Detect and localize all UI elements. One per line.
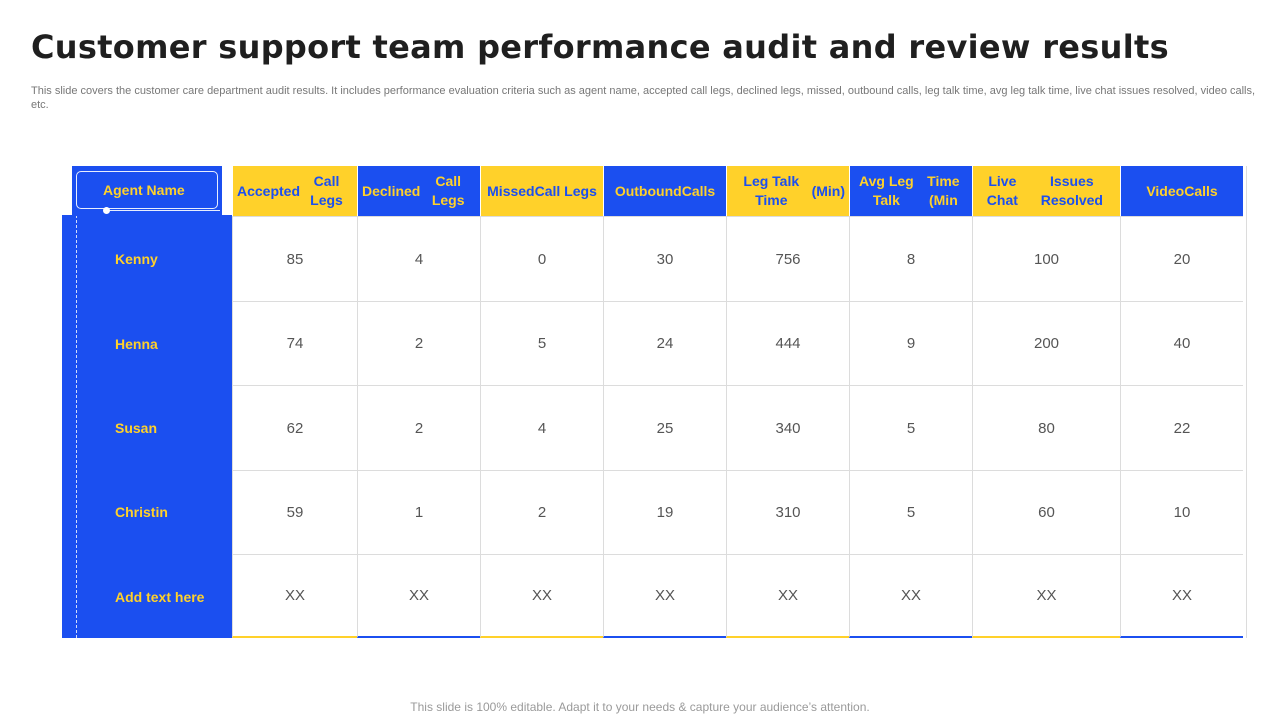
header-connector-dot — [103, 207, 110, 214]
table-cell: 85 — [232, 216, 357, 301]
column-header-line: Outbound — [614, 182, 682, 199]
column-header-line: Time (Min — [927, 173, 960, 208]
table-cell: 20 — [1120, 216, 1243, 301]
table-cell: 1 — [357, 470, 480, 554]
agent-name-header: Agent Name — [76, 171, 218, 209]
table-cell: 9 — [849, 301, 972, 385]
footer-note: This slide is 100% editable. Adapt it to… — [410, 700, 870, 714]
column-header-line: Calls — [681, 182, 716, 199]
table-cell: XX — [726, 554, 849, 638]
table-cell: XX — [849, 554, 972, 638]
agent-name: Susan — [115, 420, 158, 436]
agent-name: Christin — [115, 504, 168, 520]
column-header-line: Video — [1146, 182, 1185, 199]
column-header: Declined Call Legs — [357, 166, 480, 216]
table-cell: 4 — [357, 216, 480, 301]
agent-name: Kenny — [115, 251, 158, 267]
table-cell: XX — [480, 554, 603, 638]
table-cell: 22 — [1120, 385, 1243, 470]
column-header: Missed Call Legs — [480, 166, 603, 216]
column-header: Outbound Calls — [603, 166, 726, 216]
agent-name-header-box — [72, 166, 222, 216]
column-header-line: Avg Leg Talk — [859, 173, 914, 208]
table-cell: XX — [357, 554, 480, 638]
table-cell: XX — [232, 554, 357, 638]
agent-name: Add text here — [115, 589, 205, 605]
table-cell: 30 — [603, 216, 726, 301]
column-header-line: Leg Talk Time — [743, 173, 800, 208]
table-cell: 40 — [1120, 301, 1243, 385]
table-cell: 10 — [1120, 470, 1243, 554]
column-header: Video Calls — [1120, 166, 1243, 216]
table-cell: 8 — [849, 216, 972, 301]
table-cell: 340 — [726, 385, 849, 470]
table-cell: 2 — [357, 385, 480, 470]
table-cell: 5 — [849, 470, 972, 554]
table-cell: XX — [1120, 554, 1243, 638]
slide-description: This slide covers the customer care depa… — [31, 85, 1256, 111]
table-cell: 2 — [357, 301, 480, 385]
column-header: Leg Talk Time (Min) — [726, 166, 849, 216]
table-cell: 80 — [972, 385, 1120, 470]
column-header-line: Call Legs — [431, 173, 465, 208]
performance-table: Accepted Call Legs Declined Call Legs Missed… — [232, 166, 1247, 638]
column-header-line: Calls — [1184, 182, 1218, 199]
column-header-line: Declined — [362, 182, 421, 199]
column-header: Live Chat Issues Resolved — [972, 166, 1120, 216]
column-header: Avg Leg Talk Time (Min — [849, 166, 972, 216]
table-cell: 4 — [480, 385, 603, 470]
slide-title: Customer support team performance audit … — [31, 28, 1169, 66]
column-header-line: Issues Resolved — [1040, 173, 1103, 208]
column-header-line: Call Legs — [310, 173, 343, 208]
table-cell: 310 — [726, 470, 849, 554]
table-cell: 5 — [849, 385, 972, 470]
column-header-line: Missed — [487, 182, 535, 199]
column-header: Accepted Call Legs — [232, 166, 357, 216]
table-cell: 200 — [972, 301, 1120, 385]
table-cell: XX — [603, 554, 726, 638]
header-connector-line — [106, 210, 220, 211]
table-cell: 756 — [726, 216, 849, 301]
dashed-divider — [76, 215, 77, 638]
table-cell: 25 — [603, 385, 726, 470]
table-cell: 2 — [480, 470, 603, 554]
table-cell: 0 — [480, 216, 603, 301]
table-cell: XX — [972, 554, 1120, 638]
table-cell: 59 — [232, 470, 357, 554]
table-cell: 62 — [232, 385, 357, 470]
table-cell: 60 — [972, 470, 1120, 554]
table-cell: 24 — [603, 301, 726, 385]
table-cell: 100 — [972, 216, 1120, 301]
column-header-line: (Min) — [811, 182, 845, 199]
column-header-line: Live Chat — [986, 173, 1018, 208]
table-cell: 5 — [480, 301, 603, 385]
table-cell: 444 — [726, 301, 849, 385]
table-cell: 19 — [603, 470, 726, 554]
table-cell: 74 — [232, 301, 357, 385]
agent-name: Henna — [115, 336, 158, 352]
column-header-line: Accepted — [237, 182, 301, 199]
column-header-line: Call Legs — [534, 182, 597, 199]
agent-column-panel — [62, 215, 232, 638]
